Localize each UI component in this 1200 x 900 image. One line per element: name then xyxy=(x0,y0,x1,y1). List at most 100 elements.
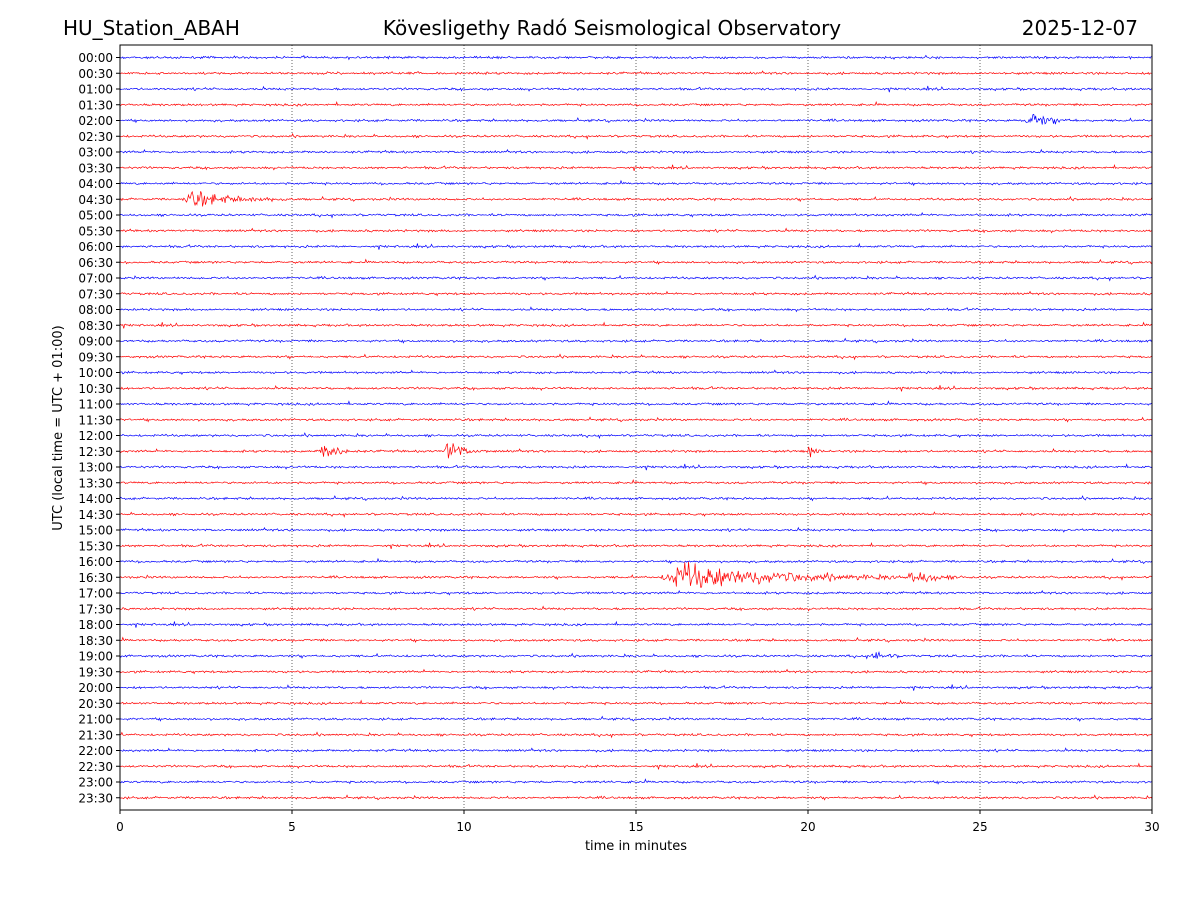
y-tick-label: 17:00 xyxy=(78,587,113,601)
y-tick-label: 21:00 xyxy=(78,713,113,727)
y-axis-label: UTC (local time = UTC + 01:00) xyxy=(51,325,66,530)
y-tick-label: 09:30 xyxy=(78,350,113,364)
y-tick-label: 16:30 xyxy=(78,571,113,585)
x-tick-label: 0 xyxy=(116,820,124,834)
trace-1900 xyxy=(119,650,1153,660)
trace-0130 xyxy=(119,101,1153,108)
trace-0300 xyxy=(119,148,1153,155)
trace-1200 xyxy=(119,432,1153,440)
trace-0600 xyxy=(119,242,1153,250)
y-tick-label: 01:00 xyxy=(78,83,113,97)
trace-2230 xyxy=(119,762,1153,770)
y-tick-label: 21:30 xyxy=(78,728,113,742)
trace-2030 xyxy=(119,699,1153,706)
trace-group xyxy=(119,54,1153,801)
trace-1400 xyxy=(119,495,1153,502)
trace-1530 xyxy=(119,542,1153,549)
trace-1500 xyxy=(119,526,1153,533)
y-tick-label: 07:00 xyxy=(78,272,113,286)
y-tick-label: 11:30 xyxy=(78,413,113,427)
y-tick-label: 01:30 xyxy=(78,98,113,112)
y-tick-label: 14:00 xyxy=(78,492,113,506)
x-tick-label: 30 xyxy=(1144,820,1159,834)
vertical-grid xyxy=(291,45,981,810)
trace-0700 xyxy=(119,274,1153,282)
trace-0900 xyxy=(119,337,1153,344)
observatory-title: Kövesligethy Radó Seismological Observat… xyxy=(383,16,841,40)
x-tick-label: 25 xyxy=(972,820,987,834)
y-tick-label: 03:30 xyxy=(78,161,113,175)
trace-1030 xyxy=(119,384,1153,392)
y-tick-label: 20:30 xyxy=(78,697,113,711)
trace-1300 xyxy=(119,463,1153,471)
x-tick-label: 20 xyxy=(800,820,815,834)
trace-1800 xyxy=(119,620,1153,628)
y-tick-label: 15:30 xyxy=(78,539,113,553)
trace-2330 xyxy=(119,794,1153,801)
trace-1130 xyxy=(119,416,1153,423)
trace-1000 xyxy=(119,369,1153,376)
y-tick-label: 22:30 xyxy=(78,760,113,774)
y-tick-label: 19:30 xyxy=(78,665,113,679)
y-tick-label: 11:00 xyxy=(78,398,113,412)
y-tick-label: 17:30 xyxy=(78,602,113,616)
trace-2300 xyxy=(119,778,1153,785)
trace-1930 xyxy=(119,668,1153,675)
y-tick-label: 06:30 xyxy=(78,256,113,270)
trace-1830 xyxy=(119,636,1153,643)
y-tick-label: 04:00 xyxy=(78,177,113,191)
trace-0930 xyxy=(119,353,1153,361)
trace-1330 xyxy=(119,479,1153,486)
trace-1630 xyxy=(119,561,1153,588)
trace-0330 xyxy=(119,164,1153,171)
trace-0000 xyxy=(119,54,1153,61)
y-tick-label: 06:00 xyxy=(78,240,113,254)
y-tick-label: 03:00 xyxy=(78,146,113,160)
y-tick-label: 22:00 xyxy=(78,744,113,758)
trace-1230 xyxy=(119,443,1153,459)
y-tick-label: 14:30 xyxy=(78,508,113,522)
trace-2100 xyxy=(119,715,1153,722)
y-tick-label: 00:00 xyxy=(78,51,113,65)
y-tick-label: 04:30 xyxy=(78,193,113,207)
y-tick-label: 16:00 xyxy=(78,555,113,569)
y-tick-label: 10:00 xyxy=(78,366,113,380)
y-tick-label: 12:30 xyxy=(78,445,113,459)
y-tick-label: 05:00 xyxy=(78,209,113,223)
y-tick-label: 15:00 xyxy=(78,524,113,538)
y-tick-label: 07:30 xyxy=(78,287,113,301)
x-tick-label: 10 xyxy=(456,820,471,834)
y-tick-label: 20:00 xyxy=(78,681,113,695)
y-tick-label: 05:30 xyxy=(78,224,113,238)
x-tick-label: 15 xyxy=(628,820,643,834)
trace-1430 xyxy=(119,511,1153,518)
trace-0200 xyxy=(119,113,1153,125)
trace-0830 xyxy=(119,321,1153,329)
x-tick-label: 5 xyxy=(288,820,296,834)
y-tick-label: 23:00 xyxy=(78,776,113,790)
y-tick-label: 13:00 xyxy=(78,461,113,475)
trace-0100 xyxy=(119,85,1153,93)
trace-1600 xyxy=(119,557,1153,565)
y-tick-label: 08:00 xyxy=(78,303,113,317)
y-tick-label: 18:00 xyxy=(78,618,113,632)
y-tick-label: 19:00 xyxy=(78,650,113,664)
trace-2130 xyxy=(119,731,1153,739)
trace-2200 xyxy=(119,747,1153,753)
y-tick-label: 09:00 xyxy=(78,335,113,349)
trace-0800 xyxy=(119,306,1153,313)
y-tick-label: 00:30 xyxy=(78,67,113,81)
y-tick-label: 08:30 xyxy=(78,319,113,333)
trace-0730 xyxy=(119,290,1153,297)
trace-0430 xyxy=(119,190,1153,207)
trace-0030 xyxy=(119,70,1153,76)
trace-0230 xyxy=(119,132,1153,140)
trace-0630 xyxy=(119,258,1153,265)
trace-0500 xyxy=(119,211,1153,219)
trace-0400 xyxy=(119,179,1153,187)
trace-1100 xyxy=(119,400,1153,407)
x-tick-labels: 0 5 10 15 20 25 30 xyxy=(116,810,1160,834)
y-tick-label: 18:30 xyxy=(78,634,113,648)
